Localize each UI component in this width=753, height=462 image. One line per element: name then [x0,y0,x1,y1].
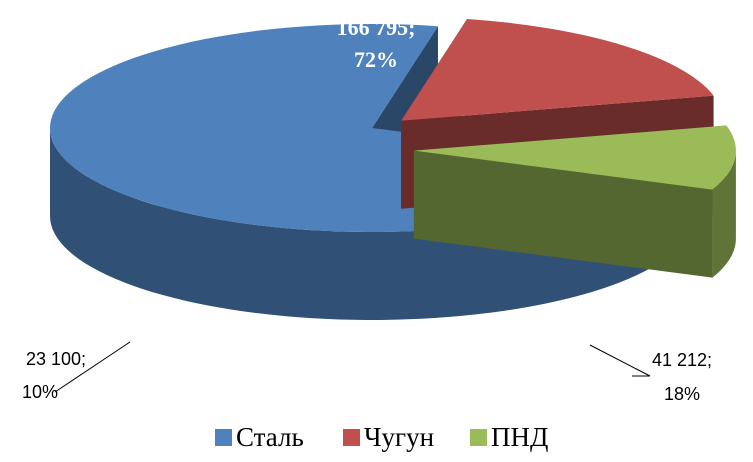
percent-label: 72% [354,47,398,72]
value-label: 166 795; [337,15,416,40]
percent-label: 18% [664,384,700,404]
leader-line [54,341,131,393]
legend-label: Сталь [236,422,304,452]
value-label: 23 100; [26,349,86,369]
legend-swatch [470,429,487,446]
value-label: 41 212; [652,350,712,370]
slice [401,18,714,121]
slice-side [413,150,713,278]
legend-label: ПНД [491,422,548,452]
slice [413,125,736,190]
percent-label: 10% [22,382,58,402]
legend-swatch [343,429,360,446]
legend: Сталь Чугун ПНД [215,422,548,452]
pie [50,18,736,321]
legend-swatch [215,429,232,446]
labels: 166 795; 72% 41 212; 18% 23 100; 10% [22,15,712,404]
leader-line [589,344,651,377]
slice-wall [50,128,671,321]
slice-wall [712,150,736,278]
legend-label: Чугун [364,422,434,452]
